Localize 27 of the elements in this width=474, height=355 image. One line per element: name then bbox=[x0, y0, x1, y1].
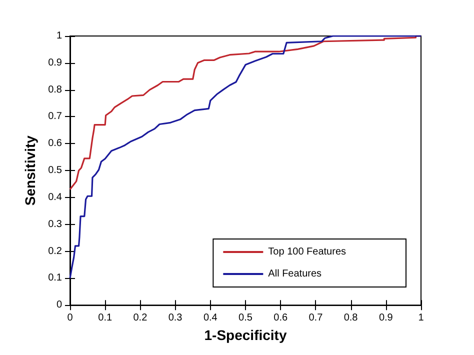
x-tick-label: 0.6 bbox=[274, 312, 288, 324]
x-tick-label: 0.4 bbox=[203, 312, 218, 324]
x-tick-label: 0.8 bbox=[344, 312, 358, 324]
x-tick-label: 0.5 bbox=[238, 312, 253, 324]
x-tick-label: 1 bbox=[418, 312, 424, 324]
y-tick-label: 0.5 bbox=[48, 165, 62, 176]
y-tick-label: 0.8 bbox=[48, 84, 62, 96]
y-tick-label: 0.3 bbox=[48, 218, 62, 230]
y-tick-label: 0.2 bbox=[48, 246, 62, 257]
x-tick-label: 0.9 bbox=[378, 312, 394, 324]
legend-label: Top 100 Features bbox=[268, 246, 346, 258]
x-axis-title: 1-Specificity bbox=[204, 327, 287, 343]
y-tick-label: 0.9 bbox=[48, 57, 62, 68]
y-tick-label: 0.1 bbox=[48, 272, 62, 284]
y-axis-title: Sensitivity bbox=[22, 135, 38, 206]
y-tick-label: 0.6 bbox=[48, 138, 62, 150]
x-tick-label: 0.3 bbox=[168, 312, 183, 324]
x-tick-label: 0.1 bbox=[98, 312, 112, 324]
x-tick-label: 0.7 bbox=[308, 312, 324, 324]
x-tick-label: 0 bbox=[67, 312, 74, 324]
y-tick-label: 0.4 bbox=[48, 192, 62, 203]
y-tick-label: 0 bbox=[56, 300, 62, 311]
line-series bbox=[69, 35, 422, 279]
legend-label: All Features bbox=[268, 268, 322, 280]
y-tick-label: 1 bbox=[56, 30, 62, 42]
x-tick-label: 0.2 bbox=[133, 312, 148, 324]
y-tick-label: 0.7 bbox=[48, 111, 62, 122]
